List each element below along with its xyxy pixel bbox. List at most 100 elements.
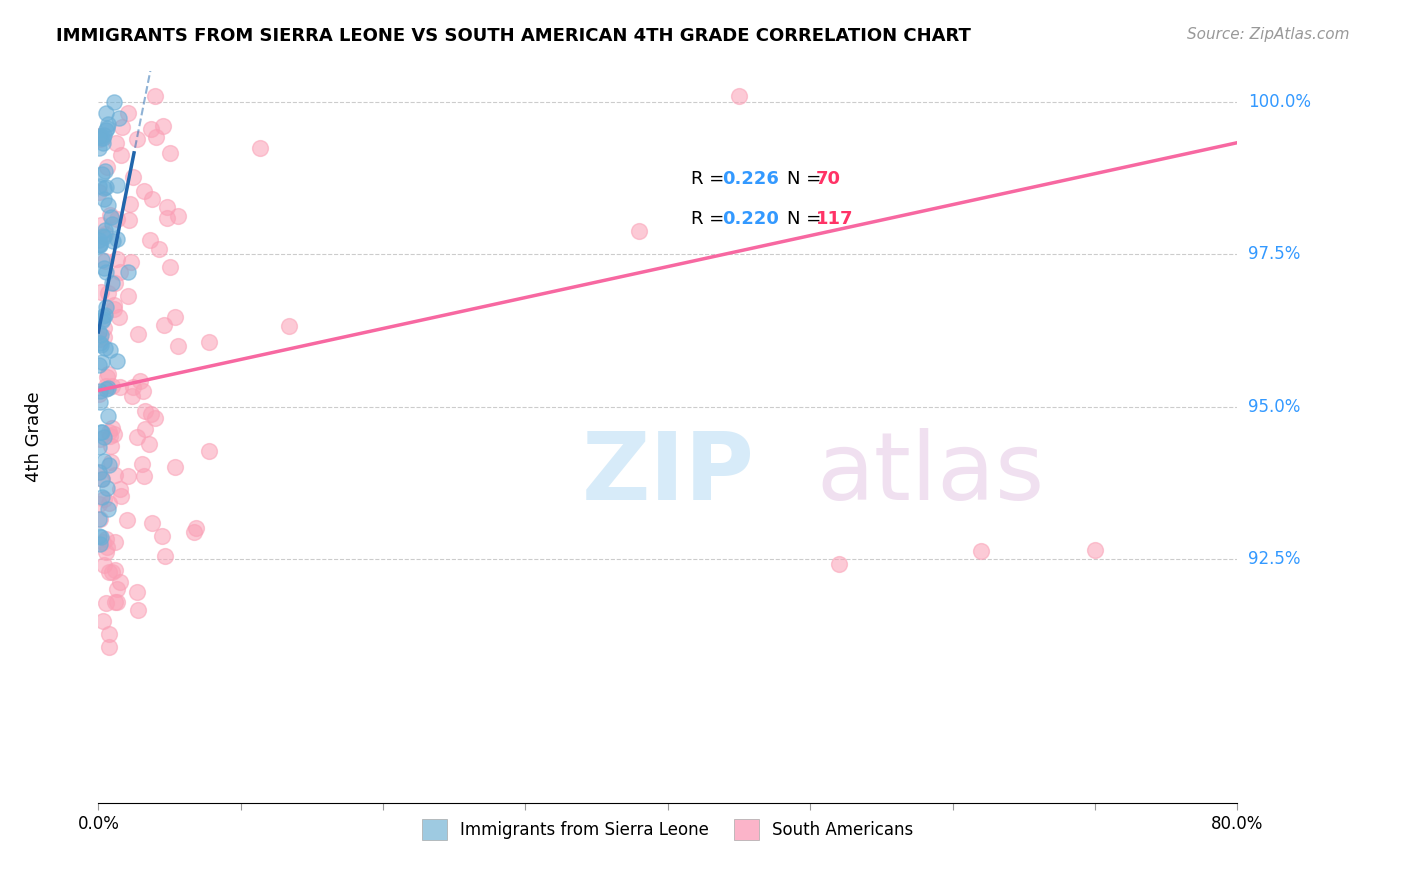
Point	[93, 491, 115, 506]
Point	[249, 141, 271, 155]
Point	[156, 200, 179, 214]
Point	[105, 595, 128, 609]
Point	[278, 318, 301, 333]
Point	[91, 131, 114, 145]
Point	[96, 596, 118, 610]
Point	[104, 563, 127, 577]
Point	[183, 524, 205, 539]
Point	[91, 354, 114, 368]
Point	[90, 328, 112, 343]
Point	[108, 111, 131, 125]
Text: atlas: atlas	[815, 427, 1045, 520]
Point	[97, 198, 120, 212]
Point	[828, 557, 851, 571]
Point	[89, 237, 111, 252]
Point	[98, 458, 121, 473]
Point	[159, 146, 181, 161]
Point	[97, 496, 120, 510]
Point	[97, 367, 120, 381]
Point	[143, 411, 166, 425]
Point	[122, 380, 145, 394]
Text: N =: N =	[787, 170, 827, 188]
Point	[156, 211, 179, 226]
Point	[159, 260, 181, 274]
Point	[91, 425, 114, 439]
Point	[94, 379, 117, 393]
Text: 117: 117	[815, 211, 853, 228]
Point	[148, 242, 170, 256]
Point	[117, 265, 139, 279]
Point	[94, 382, 117, 396]
Point	[89, 178, 111, 193]
Point	[104, 535, 127, 549]
Point	[90, 425, 112, 440]
Point	[103, 95, 125, 109]
Point	[139, 407, 162, 421]
Point	[107, 178, 129, 193]
Point	[89, 335, 111, 350]
Point	[97, 627, 120, 641]
Point	[121, 390, 143, 404]
Point	[94, 265, 117, 279]
Point	[90, 338, 112, 352]
Point	[93, 430, 115, 444]
Point	[103, 302, 125, 317]
Point	[134, 422, 156, 436]
Point	[96, 301, 118, 315]
Text: 92.5%: 92.5%	[1249, 550, 1301, 568]
Point	[96, 533, 118, 547]
Point	[94, 227, 117, 242]
Text: N =: N =	[787, 211, 827, 228]
Point	[105, 252, 128, 267]
Point	[91, 136, 114, 150]
Point	[100, 455, 122, 469]
Point	[141, 192, 163, 206]
Point	[97, 117, 120, 131]
Point	[89, 384, 111, 399]
Point	[94, 122, 117, 136]
Point	[107, 310, 129, 324]
Point	[98, 428, 121, 442]
Point	[970, 544, 993, 558]
Point	[89, 512, 111, 526]
Point	[89, 185, 111, 199]
Text: 95.0%: 95.0%	[1249, 398, 1301, 416]
Point	[98, 208, 121, 222]
Point	[100, 217, 122, 231]
Point	[97, 381, 120, 395]
Point	[94, 179, 117, 194]
Point	[97, 501, 120, 516]
Point	[94, 342, 117, 356]
Point	[125, 585, 148, 599]
Point	[91, 472, 114, 486]
Y-axis label: 4th Grade: 4th Grade	[25, 392, 42, 483]
Text: R =: R =	[690, 170, 730, 188]
Point	[143, 88, 166, 103]
Point	[91, 535, 114, 549]
Point	[90, 314, 112, 328]
Point	[728, 88, 751, 103]
Point	[150, 529, 173, 543]
Point	[127, 430, 149, 444]
Point	[93, 558, 115, 573]
Point	[89, 387, 111, 401]
Point	[97, 425, 120, 440]
Text: 70: 70	[815, 170, 841, 188]
Point	[120, 255, 142, 269]
Point	[166, 209, 188, 223]
Point	[118, 213, 141, 227]
Point	[100, 211, 122, 225]
Point	[163, 460, 186, 475]
Point	[96, 160, 118, 174]
Point	[91, 253, 114, 268]
Point	[94, 164, 117, 178]
Point	[94, 223, 117, 237]
Point	[108, 265, 131, 279]
Point	[90, 285, 112, 300]
Legend: Immigrants from Sierra Leone, South Americans: Immigrants from Sierra Leone, South Amer…	[409, 806, 927, 853]
Point	[89, 395, 111, 409]
Point	[100, 565, 122, 579]
Point	[141, 121, 163, 136]
Point	[89, 325, 111, 339]
Point	[163, 310, 186, 324]
